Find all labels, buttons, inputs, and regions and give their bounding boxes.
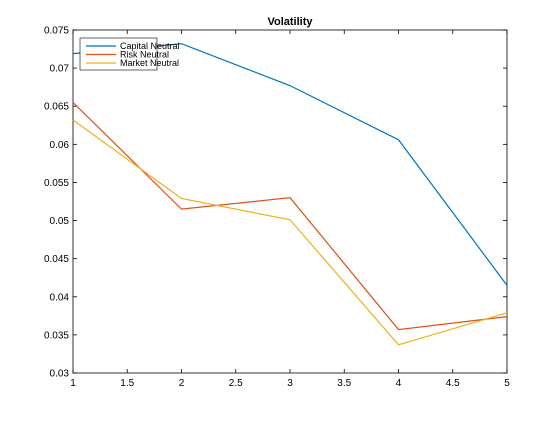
x-tick-label: 2.5 bbox=[229, 378, 243, 389]
y-tick-label: 0.055 bbox=[44, 178, 69, 189]
y-tick-label: 0.07 bbox=[50, 64, 70, 75]
y-tick-label: 0.035 bbox=[44, 330, 69, 341]
x-tick-label: 4.5 bbox=[446, 378, 460, 389]
x-tick-label: 2 bbox=[179, 378, 185, 389]
x-tick-label: 1 bbox=[70, 378, 76, 389]
series-line-market-neutral bbox=[72, 119, 508, 346]
legend-label: Market Neutral bbox=[120, 58, 179, 68]
y-tick-label: 0.065 bbox=[44, 102, 69, 113]
y-tick-label: 0.03 bbox=[50, 369, 70, 380]
x-tick-label: 3.5 bbox=[337, 378, 351, 389]
plot-area: 1 1.5 2 2.5 3 3.5 4 4.5 5 0.03 0.035 0.04 0.045 0.05 0… bbox=[44, 26, 510, 390]
y-tick-label: 0.045 bbox=[44, 254, 69, 265]
x-tick-label: 5 bbox=[504, 378, 510, 389]
chart-title: Volatility bbox=[267, 16, 313, 28]
legend-label: Capital Neutral bbox=[120, 41, 180, 51]
x-tick-label: 4 bbox=[396, 378, 402, 389]
series-line-risk-neutral bbox=[72, 101, 508, 331]
y-tick-label: 0.075 bbox=[44, 26, 69, 37]
y-tick-label: 0.05 bbox=[50, 216, 70, 227]
legend-label: Risk Neutral bbox=[120, 50, 169, 60]
y-tick-label: 0.04 bbox=[50, 292, 70, 303]
y-tick-label: 0.06 bbox=[50, 140, 70, 151]
x-tick-label: 3 bbox=[287, 378, 293, 389]
x-tick-label: 1.5 bbox=[120, 378, 134, 389]
